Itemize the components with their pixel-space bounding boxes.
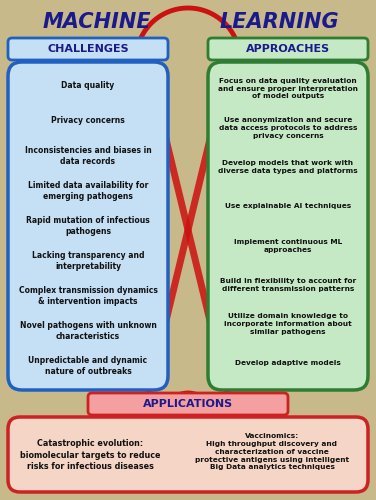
- Text: APPROACHES: APPROACHES: [246, 44, 330, 54]
- Text: MACHINE: MACHINE: [43, 12, 151, 32]
- Text: Develop adaptive models: Develop adaptive models: [235, 360, 341, 366]
- Text: Use explainable AI techniques: Use explainable AI techniques: [225, 204, 351, 210]
- Text: Use anonymization and secure
data access protocols to address
privacy concerns: Use anonymization and secure data access…: [219, 117, 357, 138]
- Text: Vaccinomics:
High throughput discovery and
characterization of vaccine
protectiv: Vaccinomics: High throughput discovery a…: [195, 434, 349, 470]
- FancyBboxPatch shape: [208, 62, 368, 390]
- Text: Novel pathogens with unknown
characteristics: Novel pathogens with unknown characteris…: [20, 321, 156, 342]
- Text: CHALLENGES: CHALLENGES: [47, 44, 129, 54]
- FancyBboxPatch shape: [8, 38, 168, 60]
- Text: Implement continuous ML
approaches: Implement continuous ML approaches: [234, 239, 342, 252]
- Text: Utilize domain knowledge to
incorporate information about
similar pathogens: Utilize domain knowledge to incorporate …: [224, 314, 352, 335]
- Text: Data quality: Data quality: [61, 82, 115, 90]
- Text: Limited data availability for
emerging pathogens: Limited data availability for emerging p…: [28, 180, 148, 201]
- FancyBboxPatch shape: [208, 38, 368, 60]
- Text: Catastrophic evolution:
biomolecular targets to reduce
risks for infectious dise: Catastrophic evolution: biomolecular tar…: [20, 438, 160, 472]
- FancyBboxPatch shape: [8, 62, 168, 390]
- Text: Unpredictable and dynamic
nature of outbreaks: Unpredictable and dynamic nature of outb…: [29, 356, 147, 376]
- Text: Inconsistencies and biases in
data records: Inconsistencies and biases in data recor…: [24, 146, 152, 166]
- Text: Lacking transparency and
interpretability: Lacking transparency and interpretabilit…: [32, 251, 144, 272]
- Text: Develop models that work with
diverse data types and platforms: Develop models that work with diverse da…: [218, 160, 358, 174]
- Text: Focus on data quality evaluation
and ensure proper interpretation
of model outpu: Focus on data quality evaluation and ens…: [218, 78, 358, 100]
- FancyBboxPatch shape: [88, 393, 288, 415]
- Text: APPLICATIONS: APPLICATIONS: [143, 399, 233, 409]
- Text: Build in flexibility to account for
different transmission patterns: Build in flexibility to account for diff…: [220, 278, 356, 292]
- Text: Rapid mutation of infectious
pathogens: Rapid mutation of infectious pathogens: [26, 216, 150, 236]
- FancyBboxPatch shape: [8, 417, 368, 492]
- Text: Privacy concerns: Privacy concerns: [51, 116, 125, 126]
- Text: Complex transmission dynamics
& intervention impacts: Complex transmission dynamics & interven…: [18, 286, 158, 306]
- Text: LEARNING: LEARNING: [219, 12, 339, 32]
